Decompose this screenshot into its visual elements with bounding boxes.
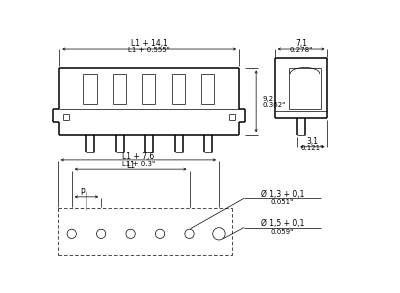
Text: 0.059": 0.059": [271, 229, 294, 234]
Text: 0.051": 0.051": [271, 199, 294, 205]
Text: L1 + 0.3": L1 + 0.3": [122, 161, 155, 167]
Text: L1 + 14,1: L1 + 14,1: [131, 39, 168, 48]
Text: 9,2: 9,2: [262, 96, 274, 102]
Text: Ø 1,5 + 0,1: Ø 1,5 + 0,1: [261, 219, 304, 228]
Text: L1: L1: [126, 161, 135, 170]
Text: 0.121": 0.121": [301, 144, 324, 151]
Text: L1 + 0.555": L1 + 0.555": [128, 47, 170, 53]
Text: 0.278": 0.278": [290, 47, 313, 53]
Text: 0.362": 0.362": [262, 102, 286, 108]
Text: 3,1: 3,1: [306, 137, 318, 146]
Text: 7,1: 7,1: [295, 39, 307, 48]
Text: P: P: [80, 188, 85, 197]
Text: Ø 1,3 + 0,1: Ø 1,3 + 0,1: [261, 190, 304, 199]
Text: L1 + 7,6: L1 + 7,6: [122, 151, 154, 161]
